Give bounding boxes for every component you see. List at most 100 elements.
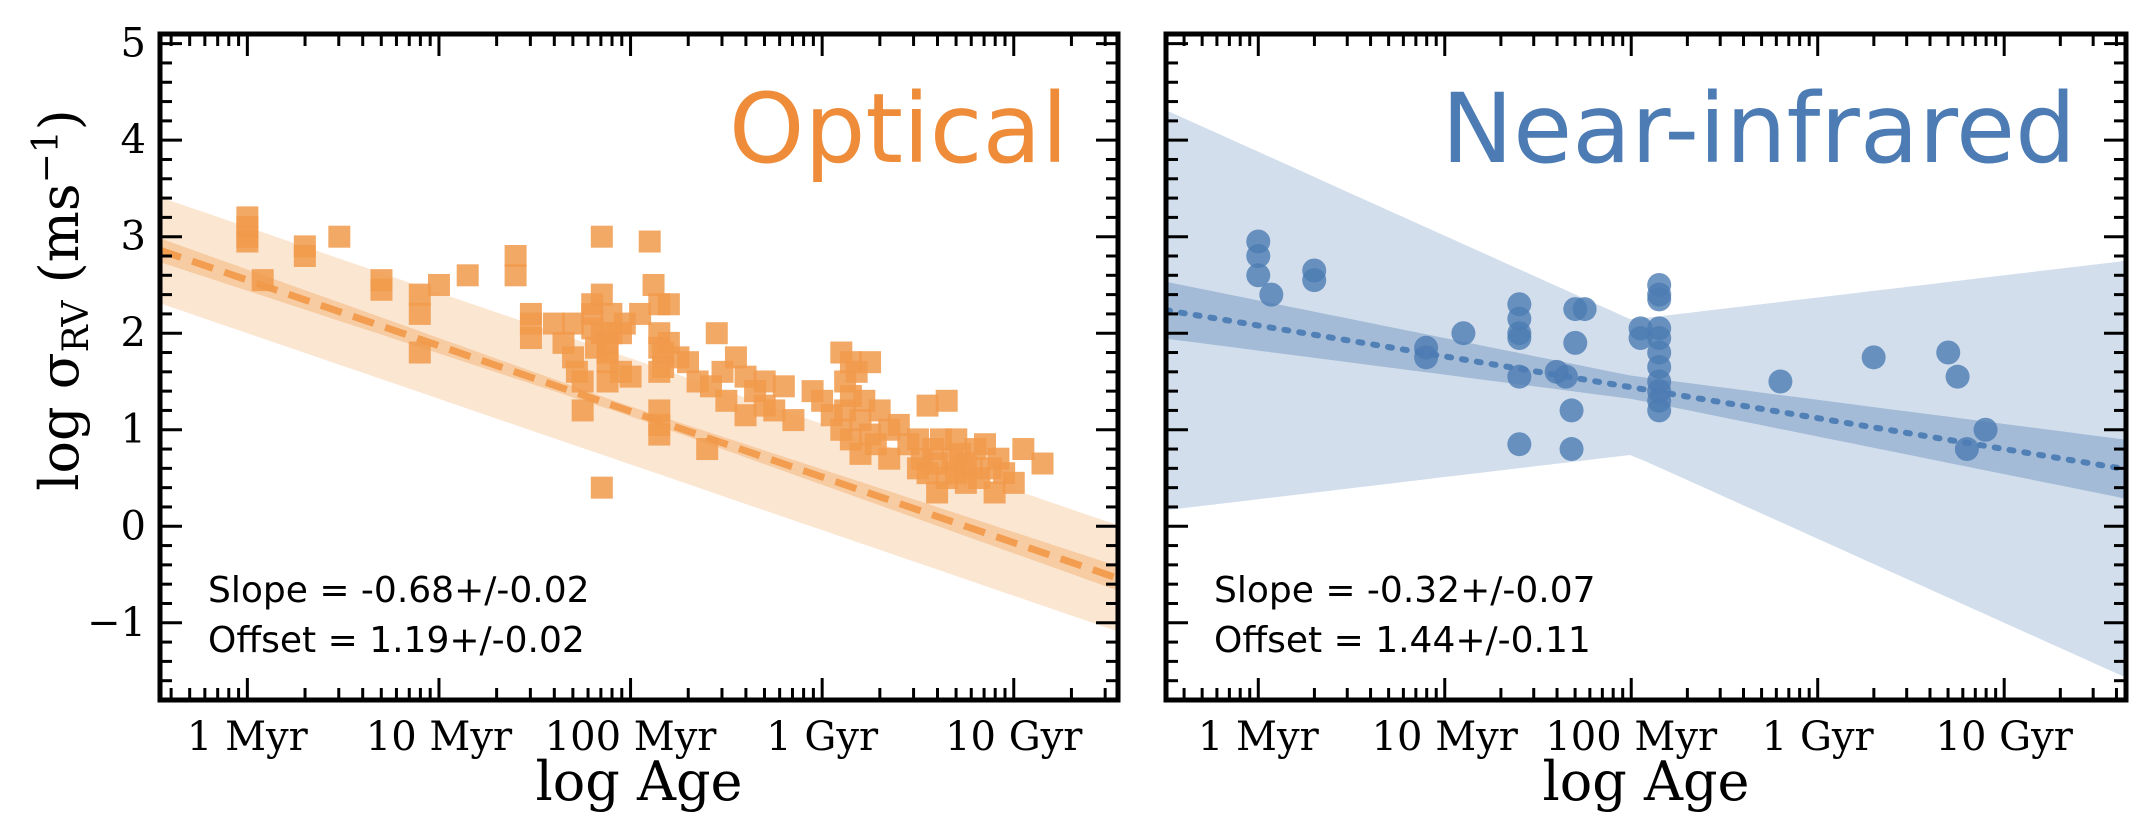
data-point	[1647, 287, 1672, 312]
data-point	[1259, 282, 1284, 307]
y-tick-label: 5	[121, 21, 146, 67]
slope-annotation: Slope = -0.32+/-0.07	[1214, 570, 1596, 611]
data-point	[916, 394, 939, 417]
x-tick-label: 10 Gyr	[1936, 714, 2074, 760]
x-tick-label: 1 Myr	[1198, 714, 1320, 760]
y-axis-label-sub: RV	[56, 300, 97, 353]
plot-frame	[157, 31, 1121, 703]
data-point	[619, 365, 642, 388]
y-tick-label: 4	[121, 117, 146, 163]
data-point	[878, 447, 901, 470]
x-tick-label: 10 Myr	[1372, 714, 1519, 760]
y-axis-label-main: log σ	[28, 352, 91, 490]
data-point	[408, 302, 431, 325]
y-axis-label-close: )	[28, 109, 91, 130]
offset-annotation: Offset = 1.44+/-0.11	[1214, 620, 1591, 661]
x-tick-label: 10 Myr	[366, 714, 513, 760]
x-tick-label: 1 Gyr	[766, 714, 879, 760]
data-point	[1559, 437, 1584, 462]
data-point	[1451, 321, 1476, 346]
data-point	[935, 389, 958, 412]
data-point	[1031, 452, 1054, 475]
near-infrared-panel: 1 Myr 10 Myr 100 Myr 1 Gyr 10 Gyr log Age Near…	[1163, 31, 2129, 813]
data-point	[236, 230, 259, 253]
data-point	[1647, 398, 1672, 423]
outer-confidence-band	[1166, 110, 2126, 678]
data-point	[1945, 364, 1970, 389]
optical-panel: 1 Myr 10 Myr 100 Myr 1 Gyr 10 Gyr −1 0 1 2 3 4 5 log…	[87, 21, 1121, 813]
x-tick-label: 10 Gyr	[945, 714, 1083, 760]
data-point	[715, 389, 738, 412]
plot-area	[160, 197, 1118, 632]
data-point	[868, 399, 891, 422]
data-point	[677, 351, 700, 374]
panel-title: Near-infrared	[1441, 73, 2076, 185]
data-point	[705, 322, 728, 345]
data-point	[293, 245, 316, 267]
y-tick-label: 3	[121, 214, 146, 260]
data-point	[408, 341, 431, 364]
data-point	[1507, 432, 1532, 457]
data-point	[657, 293, 680, 316]
data-point	[1246, 244, 1271, 268]
data-point	[629, 302, 652, 325]
y-tick-label: 0	[121, 503, 146, 549]
data-point	[1507, 321, 1532, 346]
y-axis-label-sup: −1	[26, 130, 67, 183]
data-point	[983, 481, 1006, 504]
data-point	[590, 283, 613, 306]
data-point	[590, 225, 613, 248]
data-point	[1302, 268, 1327, 293]
data-point	[1936, 340, 1961, 365]
x-tick-label: 100 Myr	[1545, 714, 1718, 760]
plot-area	[1166, 110, 2126, 678]
x-axis-label: log Age	[535, 750, 742, 813]
data-point	[782, 409, 805, 432]
data-point	[696, 438, 719, 461]
inner-confidence-band	[160, 238, 1118, 591]
data-point	[427, 273, 450, 296]
data-point	[1559, 398, 1584, 423]
data-point	[408, 283, 431, 306]
data-point	[1572, 297, 1597, 322]
slope-annotation: Slope = -0.68+/-0.02	[208, 570, 590, 611]
data-point	[1563, 330, 1588, 355]
offset-annotation: Offset = 1.19+/-0.02	[208, 620, 585, 661]
data-point	[562, 312, 585, 335]
data-point	[542, 312, 565, 335]
y-axis-label: log σRV (ms−1)	[26, 109, 97, 491]
data-point	[1954, 437, 1979, 462]
data-point	[642, 273, 665, 296]
data-point	[1002, 471, 1025, 494]
y-tick-label: 1	[121, 407, 146, 453]
data-point	[1628, 326, 1653, 351]
x-axis-label: log Age	[1542, 750, 1749, 813]
panel-title: Optical	[729, 73, 1068, 185]
data-point	[859, 351, 882, 374]
x-tick-label: 1 Myr	[187, 714, 309, 760]
data-point	[1012, 438, 1035, 461]
fit-line	[1166, 307, 2126, 473]
data-point	[590, 476, 613, 499]
data-point	[724, 346, 747, 369]
data-point	[571, 370, 594, 393]
data-point	[571, 399, 594, 422]
y-axis-label-unit: (ms	[28, 183, 91, 300]
data-point	[763, 399, 786, 422]
plot-frame	[1163, 31, 2129, 703]
data-point	[1768, 369, 1793, 394]
x-tick-label: 100 Myr	[545, 714, 718, 760]
data-point	[1246, 263, 1271, 288]
data-point	[753, 370, 776, 393]
data-point	[519, 327, 542, 350]
data-point	[370, 278, 393, 301]
y-tick-label: −1	[87, 600, 146, 646]
data-point	[328, 225, 351, 248]
data-point	[734, 404, 757, 427]
data-point	[1973, 417, 1998, 442]
data-point	[504, 264, 527, 287]
x-tick-label: 1 Gyr	[1762, 714, 1875, 760]
data-point	[504, 245, 527, 267]
data-point	[772, 375, 795, 398]
